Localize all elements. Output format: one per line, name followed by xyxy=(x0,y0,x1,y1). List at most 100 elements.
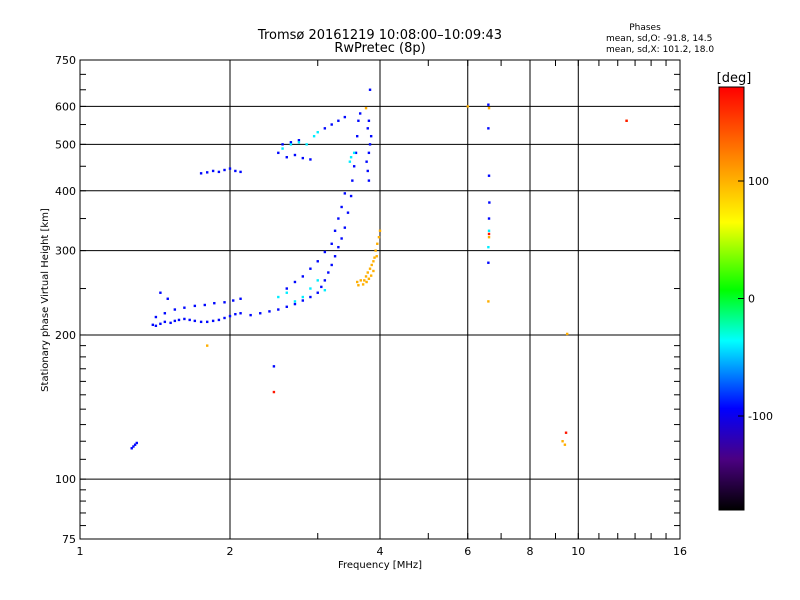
data-point xyxy=(159,322,162,326)
data-point xyxy=(234,169,237,173)
chart-title-line1: Tromsø 20161219 10:08:00–10:09:43 xyxy=(257,28,502,43)
data-point xyxy=(239,312,242,315)
data-point xyxy=(367,277,371,280)
data-point xyxy=(133,443,137,446)
data-point xyxy=(259,312,262,315)
data-point xyxy=(223,168,226,172)
y-tick-label: 100 xyxy=(55,473,76,486)
y-tick-label: 300 xyxy=(55,245,76,258)
data-point xyxy=(364,106,368,110)
colorbar-tick-label: -100 xyxy=(748,410,773,423)
data-point xyxy=(205,344,209,347)
data-point xyxy=(370,263,373,267)
data-point xyxy=(327,271,330,274)
data-point xyxy=(285,287,288,290)
x-tick-label: 4 xyxy=(377,545,384,558)
data-point xyxy=(188,318,191,322)
data-point xyxy=(312,134,316,138)
data-point xyxy=(337,245,340,249)
x-tick-label: 1 xyxy=(77,545,84,558)
data-point xyxy=(487,235,491,239)
data-point xyxy=(487,174,491,177)
data-point xyxy=(561,440,564,443)
data-point xyxy=(333,229,337,232)
data-point xyxy=(163,320,167,324)
data-point xyxy=(183,306,186,309)
data-point xyxy=(377,235,381,239)
data-point xyxy=(343,226,347,229)
y-tick-labels: 75 100 200 300 400 500 600 750 xyxy=(55,54,76,546)
data-point xyxy=(487,261,490,264)
data-point xyxy=(351,179,354,182)
data-point xyxy=(487,127,490,130)
data-point xyxy=(268,310,271,313)
data-point xyxy=(565,332,569,336)
chart-title-line2: RwPretec (8p) xyxy=(334,41,425,56)
data-point xyxy=(323,279,327,282)
data-point xyxy=(132,445,135,448)
data-point xyxy=(234,312,237,316)
data-point xyxy=(487,232,491,236)
data-point xyxy=(239,297,242,300)
data-point xyxy=(272,365,276,368)
data-points xyxy=(130,88,628,450)
data-point xyxy=(223,316,226,320)
data-point xyxy=(277,295,280,299)
data-point xyxy=(277,151,280,155)
data-point xyxy=(217,318,221,322)
data-point xyxy=(323,289,327,292)
data-point xyxy=(281,147,284,150)
data-point xyxy=(135,441,138,445)
y-tick-label: 200 xyxy=(55,329,76,342)
data-point xyxy=(359,279,362,282)
data-point xyxy=(297,139,301,142)
y-tick-label: 400 xyxy=(55,185,76,198)
data-point xyxy=(228,314,232,318)
data-point xyxy=(348,160,352,163)
data-point xyxy=(223,301,226,304)
data-point xyxy=(355,134,359,138)
data-point xyxy=(372,269,375,273)
data-point xyxy=(301,295,305,299)
colorbar-tick-label: 0 xyxy=(748,293,755,306)
data-point xyxy=(487,245,490,249)
data-point xyxy=(316,260,319,263)
y-tick-label: 75 xyxy=(62,533,76,546)
data-point xyxy=(301,156,305,160)
data-point xyxy=(169,321,172,325)
data-point xyxy=(289,141,293,144)
data-point xyxy=(323,250,327,254)
data-point xyxy=(349,156,353,159)
data-point xyxy=(211,319,215,323)
data-point xyxy=(203,303,206,307)
data-point xyxy=(487,229,491,232)
data-point xyxy=(564,431,568,434)
data-point xyxy=(330,263,333,267)
data-point xyxy=(293,153,297,157)
data-point xyxy=(366,127,369,130)
data-point xyxy=(374,249,377,252)
x-tick-label: 6 xyxy=(464,545,471,558)
data-point xyxy=(272,390,276,394)
data-point xyxy=(365,280,368,284)
y-tick-label: 500 xyxy=(55,138,76,151)
data-point xyxy=(205,320,209,324)
data-point xyxy=(173,308,177,311)
data-point xyxy=(154,324,158,328)
data-point xyxy=(376,242,379,245)
data-point xyxy=(625,119,628,122)
x-tick-label: 16 xyxy=(673,545,687,558)
data-point xyxy=(316,291,319,294)
data-point xyxy=(211,169,215,173)
data-point xyxy=(373,256,376,259)
data-point xyxy=(487,217,491,220)
data-point xyxy=(354,151,358,155)
data-point xyxy=(320,285,323,289)
data-point xyxy=(130,447,133,450)
data-point xyxy=(177,318,181,322)
data-point xyxy=(466,105,469,108)
y-tick-label: 600 xyxy=(55,100,76,113)
data-point xyxy=(232,299,235,302)
data-point xyxy=(309,158,312,161)
colorbar-ticks: 100 0 -100 xyxy=(738,175,773,423)
